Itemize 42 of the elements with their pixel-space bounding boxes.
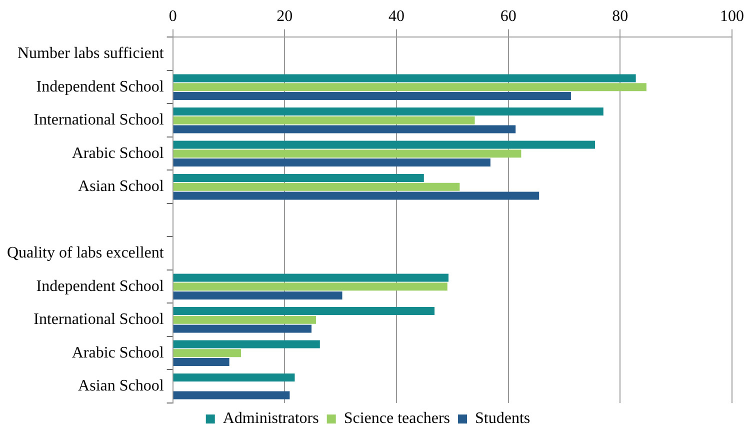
bar (173, 349, 242, 358)
bar (173, 116, 475, 124)
bar (173, 182, 460, 191)
bar (173, 358, 230, 366)
bar (173, 374, 295, 382)
legend-label: Science teachers (344, 410, 450, 428)
y-tick-label: Number labs sufficient (17, 45, 164, 62)
bar (173, 324, 312, 333)
y-tick-label: Arabic School (72, 144, 164, 162)
y-tick-label: Independent School (36, 78, 164, 96)
y-tick-label: Asian School (78, 178, 164, 196)
x-tick-label: 40 (388, 8, 404, 25)
bar (173, 192, 540, 200)
bar (173, 282, 448, 291)
bar (173, 274, 449, 282)
x-tick-label: 0 (168, 8, 177, 25)
y-tick-label: Quality of labs excellent (6, 244, 164, 262)
bar (173, 316, 316, 324)
x-tick-label: 80 (612, 8, 628, 25)
y-tick-label: Arabic School (72, 344, 164, 362)
bar (173, 92, 571, 100)
bar (173, 340, 320, 348)
bar (173, 74, 636, 82)
y-tick-label: International School (34, 311, 164, 328)
bar (173, 291, 342, 300)
legend-label: Students (475, 410, 530, 428)
legend-label: Administrators (222, 410, 319, 428)
bar (173, 107, 604, 116)
bar (173, 307, 435, 315)
y-tick-label: Asian School (78, 378, 164, 395)
y-tick-label: International School (34, 112, 164, 129)
x-tick-label: 20 (276, 8, 293, 25)
x-tick-label: 100 (720, 8, 744, 25)
x-tick-label: 60 (500, 8, 516, 25)
bar (173, 150, 522, 158)
y-tick-label: Independent School (36, 278, 164, 295)
bar (173, 391, 290, 400)
bar (173, 140, 596, 149)
bar (173, 158, 490, 166)
bar (173, 83, 646, 92)
bar (173, 174, 424, 182)
bar (173, 125, 516, 134)
